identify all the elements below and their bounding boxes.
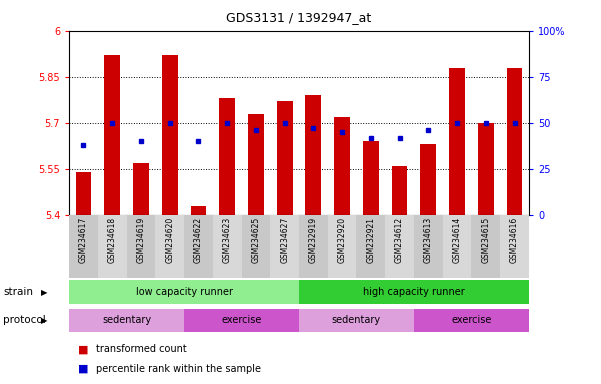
- Bar: [443, 215, 471, 278]
- Text: high capacity runner: high capacity runner: [363, 287, 465, 297]
- Bar: [421, 144, 436, 215]
- Bar: [69, 280, 299, 304]
- Text: low capacity runner: low capacity runner: [136, 287, 233, 297]
- Bar: [219, 98, 235, 215]
- Bar: [507, 68, 522, 215]
- Text: GSM234614: GSM234614: [453, 217, 462, 263]
- Bar: [98, 215, 127, 278]
- Text: ■: ■: [78, 344, 88, 354]
- Text: GSM232919: GSM232919: [309, 217, 318, 263]
- Text: GDS3131 / 1392947_at: GDS3131 / 1392947_at: [227, 12, 371, 25]
- Bar: [69, 308, 184, 332]
- Text: GSM234620: GSM234620: [165, 217, 174, 263]
- Text: percentile rank within the sample: percentile rank within the sample: [96, 364, 261, 374]
- Bar: [191, 206, 206, 215]
- Bar: [69, 215, 98, 278]
- Bar: [162, 55, 177, 215]
- Text: ▶: ▶: [41, 316, 47, 325]
- Text: protocol: protocol: [3, 315, 46, 325]
- Bar: [299, 280, 529, 304]
- Bar: [449, 68, 465, 215]
- Bar: [356, 215, 385, 278]
- Bar: [184, 215, 213, 278]
- Bar: [105, 55, 120, 215]
- Bar: [299, 308, 414, 332]
- Text: GSM234622: GSM234622: [194, 217, 203, 263]
- Text: GSM234612: GSM234612: [395, 217, 404, 263]
- Text: GSM232921: GSM232921: [367, 217, 376, 263]
- Bar: [270, 215, 299, 278]
- Bar: [305, 95, 322, 215]
- Bar: [248, 114, 264, 215]
- Text: GSM234616: GSM234616: [510, 217, 519, 263]
- Bar: [363, 141, 379, 215]
- Text: GSM234615: GSM234615: [481, 217, 490, 263]
- Bar: [155, 215, 184, 278]
- Bar: [334, 117, 350, 215]
- Bar: [471, 215, 500, 278]
- Text: GSM234625: GSM234625: [251, 217, 260, 263]
- Text: exercise: exercise: [221, 315, 261, 325]
- Text: GSM234619: GSM234619: [136, 217, 145, 263]
- Text: GSM234623: GSM234623: [222, 217, 231, 263]
- Text: transformed count: transformed count: [96, 344, 187, 354]
- Text: exercise: exercise: [451, 315, 492, 325]
- Bar: [392, 166, 407, 215]
- Bar: [276, 101, 293, 215]
- Bar: [213, 215, 242, 278]
- Bar: [500, 215, 529, 278]
- Text: sedentary: sedentary: [332, 315, 381, 325]
- Text: GSM234627: GSM234627: [280, 217, 289, 263]
- Bar: [76, 172, 91, 215]
- Bar: [414, 215, 443, 278]
- Bar: [299, 215, 328, 278]
- Bar: [133, 163, 149, 215]
- Bar: [127, 215, 155, 278]
- Text: GSM234617: GSM234617: [79, 217, 88, 263]
- Text: strain: strain: [3, 287, 33, 297]
- Bar: [242, 215, 270, 278]
- Text: GSM232920: GSM232920: [338, 217, 347, 263]
- Bar: [184, 308, 299, 332]
- Bar: [328, 215, 356, 278]
- Text: GSM234613: GSM234613: [424, 217, 433, 263]
- Text: GSM234618: GSM234618: [108, 217, 117, 263]
- Text: ▶: ▶: [41, 288, 47, 297]
- Bar: [385, 215, 414, 278]
- Text: sedentary: sedentary: [102, 315, 151, 325]
- Text: ■: ■: [78, 364, 88, 374]
- Bar: [414, 308, 529, 332]
- Bar: [478, 123, 493, 215]
